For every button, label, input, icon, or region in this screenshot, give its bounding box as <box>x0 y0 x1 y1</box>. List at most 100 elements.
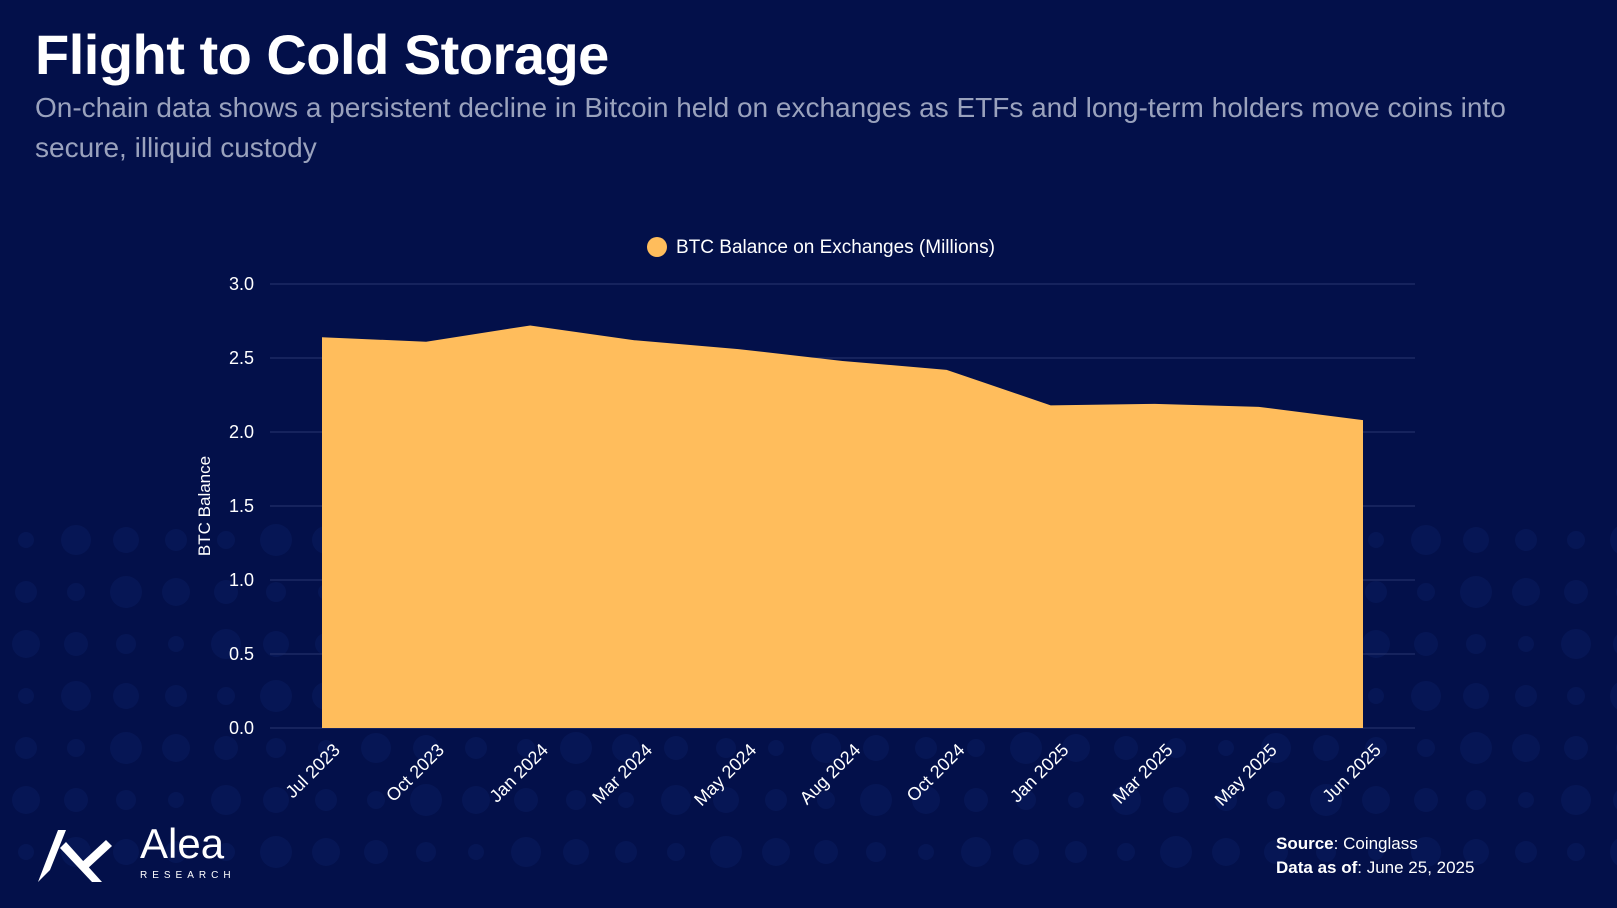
background-dot <box>1065 841 1087 863</box>
date-label: Data as of <box>1276 858 1358 877</box>
background-dot <box>1567 531 1585 549</box>
y-tick-label: 1.0 <box>229 570 254 590</box>
background-dot <box>217 531 235 549</box>
source-label: Source <box>1276 834 1334 853</box>
background-dot <box>1114 736 1138 760</box>
background-dot <box>814 840 838 864</box>
background-dot <box>110 732 142 764</box>
background-dot <box>468 844 484 860</box>
background-dot <box>768 740 784 756</box>
background-dot <box>116 634 136 654</box>
background-dot <box>918 844 934 860</box>
background-dot <box>860 784 892 816</box>
background-dot <box>1264 840 1288 864</box>
background-dot <box>1362 786 1390 814</box>
background-dot <box>1610 526 1617 554</box>
y-tick-label: 0.5 <box>229 644 254 664</box>
background-dot <box>713 787 739 813</box>
background-dot <box>618 792 634 808</box>
background-dot <box>1613 790 1617 810</box>
background-dot <box>1062 734 1090 762</box>
background-dot <box>1466 790 1486 810</box>
alea-logo-mark-icon <box>38 830 112 882</box>
background-dot <box>1460 576 1492 608</box>
background-dot <box>1515 685 1537 707</box>
background-dot <box>964 788 988 812</box>
background-dot <box>211 629 241 659</box>
background-dot <box>762 838 790 866</box>
background-dot <box>18 844 34 860</box>
background-dot <box>1365 581 1387 603</box>
background-dot <box>12 630 40 658</box>
x-tick-label: May 2024 <box>690 740 760 810</box>
background-dot <box>710 836 742 868</box>
background-dot <box>410 784 442 816</box>
background-dot <box>1163 787 1189 813</box>
background-dot <box>967 739 985 757</box>
background-dot <box>15 581 37 603</box>
area-layer <box>322 325 1363 728</box>
background-dot <box>1368 532 1384 548</box>
background-dot <box>811 733 841 763</box>
background-dot <box>1466 634 1486 654</box>
background-dot <box>266 582 286 602</box>
background-dot <box>168 792 184 808</box>
background-dot <box>866 842 886 862</box>
background-dot <box>1215 789 1237 811</box>
background-dot <box>1368 844 1384 860</box>
background-dot <box>165 685 187 707</box>
background-dot <box>1463 839 1489 865</box>
background-dot <box>1411 681 1441 711</box>
page-title: Flight to Cold Storage <box>35 23 609 86</box>
x-tick-label: Oct 2023 <box>382 740 448 806</box>
background-dot <box>615 841 637 863</box>
background-dot <box>566 790 586 810</box>
x-tick-label: Jun 2025 <box>1318 740 1385 807</box>
x-axis: Jul 2023 Oct 2023 Jan 2024 Mar 2024 May 2024… <box>282 740 1385 810</box>
background-dot <box>67 739 85 757</box>
background-dot <box>1218 740 1234 756</box>
background-dot <box>260 836 292 868</box>
background-dot <box>263 631 289 657</box>
background-dot <box>667 843 685 861</box>
background-dot <box>514 788 538 812</box>
background-dot <box>315 789 337 811</box>
background-dot <box>1212 838 1240 866</box>
x-tick-label: May 2025 <box>1211 740 1281 810</box>
background-dot <box>462 786 490 814</box>
date-value: : June 25, 2025 <box>1357 858 1475 877</box>
background-dot <box>1111 785 1141 815</box>
background-dot <box>1512 578 1540 606</box>
background-dot <box>266 738 286 758</box>
background-dot <box>1515 841 1537 863</box>
background-dot <box>961 837 991 867</box>
background-dot <box>61 837 91 867</box>
background-dot <box>18 688 34 704</box>
background-dot <box>1518 636 1534 652</box>
background-dot <box>416 842 436 862</box>
background-dot <box>1267 791 1285 809</box>
background-dot <box>1313 735 1339 761</box>
background-dot <box>1417 739 1435 757</box>
background-dot <box>1310 784 1342 816</box>
background-dot <box>716 738 736 758</box>
background-dot <box>1460 732 1492 764</box>
background-dot <box>217 843 235 861</box>
background-dot <box>1564 736 1588 760</box>
background-dot <box>1411 837 1441 867</box>
background-dot <box>260 680 292 712</box>
background-dot <box>1261 733 1291 763</box>
background-dot <box>211 785 241 815</box>
background-dot <box>1362 630 1390 658</box>
legend: BTC Balance on Exchanges (Millions) <box>647 237 995 258</box>
source-value: : Coinglass <box>1333 834 1418 853</box>
background-dot <box>15 737 37 759</box>
background-dot <box>1417 583 1435 601</box>
page-subtitle: On-chain data shows a persistent decline… <box>35 92 1506 163</box>
x-tick-label: Jan 2025 <box>1006 740 1073 807</box>
background-dot <box>1518 792 1534 808</box>
background-dot <box>1117 843 1135 861</box>
x-tick-label: Jul 2023 <box>282 740 344 802</box>
x-tick-label: Jan 2024 <box>486 740 553 807</box>
